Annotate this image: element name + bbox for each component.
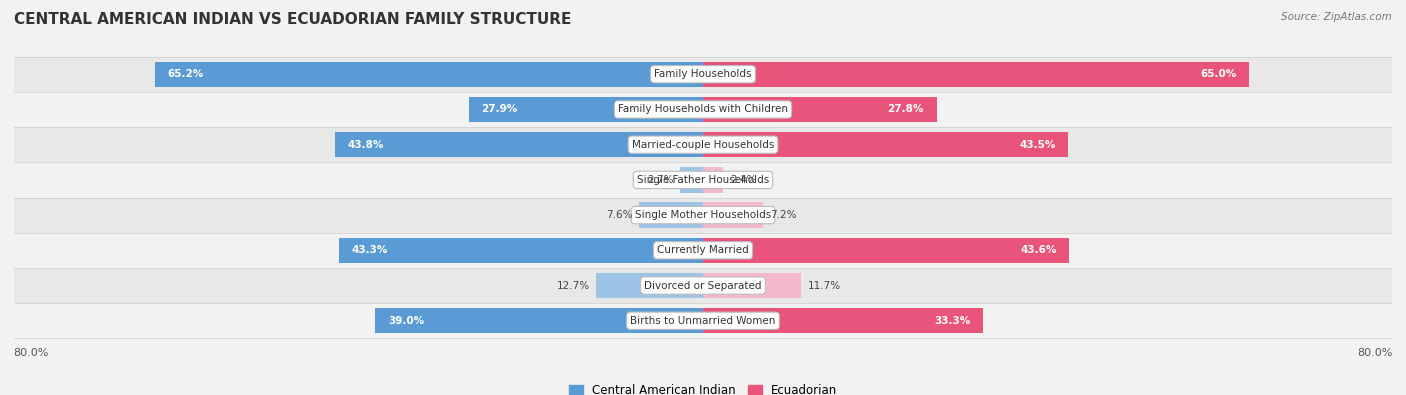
Bar [468, 97, 703, 122]
Text: 65.0%: 65.0% [1201, 69, 1236, 79]
Text: CENTRAL AMERICAN INDIAN VS ECUADORIAN FAMILY STRUCTURE: CENTRAL AMERICAN INDIAN VS ECUADORIAN FA… [14, 12, 571, 27]
Legend: Central American Indian, Ecuadorian: Central American Indian, Ecuadorian [564, 380, 842, 395]
Bar [703, 132, 1069, 157]
Text: 11.7%: 11.7% [808, 280, 841, 291]
Bar [14, 268, 1392, 303]
Bar [640, 202, 703, 228]
Text: 2.7%: 2.7% [647, 175, 673, 185]
Bar [339, 238, 703, 263]
Text: Single Father Households: Single Father Households [637, 175, 769, 185]
Bar [335, 132, 703, 157]
Text: Family Households: Family Households [654, 69, 752, 79]
Bar [14, 233, 1392, 268]
Text: 65.2%: 65.2% [167, 69, 204, 79]
Text: Births to Unmarried Women: Births to Unmarried Women [630, 316, 776, 326]
Bar [14, 303, 1392, 339]
Text: Currently Married: Currently Married [657, 245, 749, 255]
Text: Family Households with Children: Family Households with Children [619, 104, 787, 115]
Text: Divorced or Separated: Divorced or Separated [644, 280, 762, 291]
Bar [703, 238, 1070, 263]
Text: 7.2%: 7.2% [770, 210, 797, 220]
Bar [596, 273, 703, 298]
Bar [155, 62, 703, 87]
Bar [703, 167, 723, 193]
Text: 7.6%: 7.6% [606, 210, 633, 220]
Bar [14, 198, 1392, 233]
Bar [14, 127, 1392, 162]
Text: Single Mother Households: Single Mother Households [636, 210, 770, 220]
Text: Married-couple Households: Married-couple Households [631, 140, 775, 150]
Bar [703, 62, 1249, 87]
Text: 43.5%: 43.5% [1019, 140, 1056, 150]
Bar [703, 202, 763, 228]
Bar [681, 167, 703, 193]
Bar [703, 97, 936, 122]
Bar [703, 273, 801, 298]
Text: 43.3%: 43.3% [352, 245, 388, 255]
Text: 43.8%: 43.8% [347, 140, 384, 150]
Text: 33.3%: 33.3% [934, 316, 970, 326]
Bar [14, 162, 1392, 198]
Text: 27.8%: 27.8% [887, 104, 924, 115]
Text: 27.9%: 27.9% [481, 104, 517, 115]
Bar [375, 308, 703, 333]
Text: 43.6%: 43.6% [1021, 245, 1057, 255]
Bar [703, 308, 983, 333]
Bar [14, 92, 1392, 127]
Text: 12.7%: 12.7% [557, 280, 589, 291]
Text: 39.0%: 39.0% [388, 316, 425, 326]
Bar [14, 56, 1392, 92]
Text: Source: ZipAtlas.com: Source: ZipAtlas.com [1281, 12, 1392, 22]
Text: 2.4%: 2.4% [730, 175, 756, 185]
